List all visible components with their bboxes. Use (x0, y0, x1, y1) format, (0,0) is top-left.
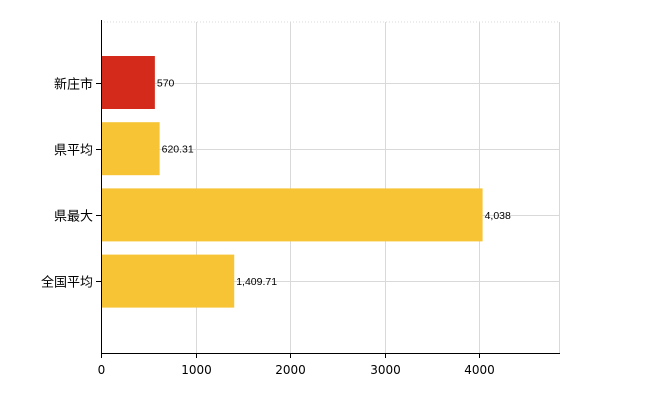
y-tick-label-1: 県平均 (54, 144, 93, 159)
x-tick-label-4000: 4000 (464, 363, 495, 377)
data-label-1: 620.31 (162, 144, 194, 156)
bar-3 (101, 254, 235, 308)
x-tick-label-3000: 3000 (370, 363, 401, 377)
bar-1 (101, 122, 160, 176)
bar-0 (101, 56, 155, 109)
x-tick-label-2000: 2000 (275, 363, 306, 377)
y-tick-label-0: 新庄市 (54, 77, 93, 93)
bar-2 (101, 188, 483, 242)
x-tick-label-1000: 1000 (181, 363, 212, 377)
y-tick-label-3: 全国平均 (41, 275, 93, 291)
x-tick-label-0: 0 (98, 363, 106, 377)
data-labels: 570 620.31 4,038 1,409.71 (157, 78, 511, 289)
data-label-3: 1,409.71 (236, 276, 277, 288)
bars (101, 56, 483, 308)
data-label-0: 570 (157, 78, 175, 90)
y-tick-label-2: 県最大 (54, 210, 93, 225)
data-label-2: 4,038 (485, 210, 511, 222)
